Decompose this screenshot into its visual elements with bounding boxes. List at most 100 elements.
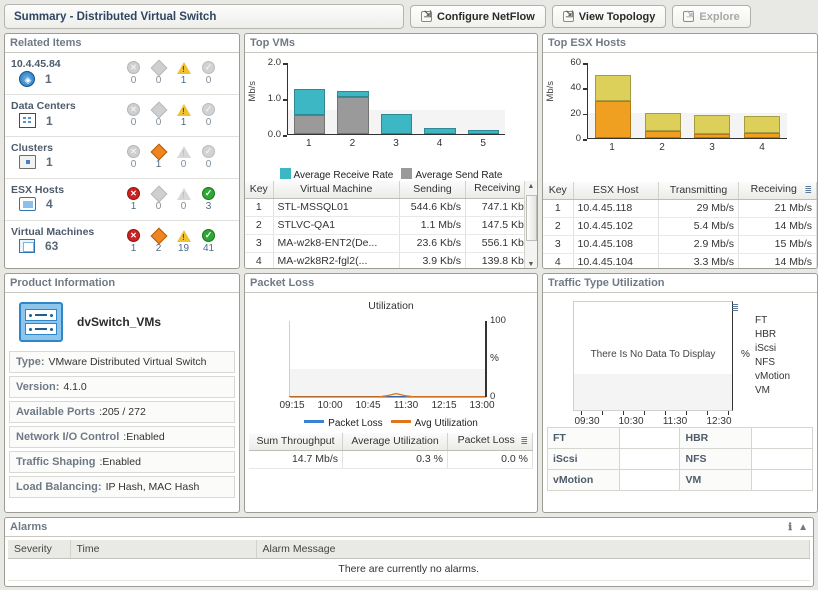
bar[interactable] (380, 113, 413, 134)
related-item-row[interactable]: 10.4.45.84 1 0 0 1 (5, 53, 239, 95)
status-badge-diamond[interactable]: 0 (146, 101, 171, 128)
bar-group[interactable] (418, 63, 461, 134)
table-row[interactable]: 3 MA-w2k8-ENT2(De... 23.6 Kb/s 556.1 Kb/s (245, 234, 537, 253)
bar-group[interactable] (737, 63, 787, 138)
bar-segment (467, 130, 499, 134)
view-topology-button[interactable]: View Topology (551, 5, 667, 28)
status-badge-warning[interactable]: 1 (171, 103, 196, 128)
bar-group[interactable] (688, 63, 738, 138)
legend-item: NFS (755, 357, 790, 368)
packet-loss-table[interactable]: Sum Throughput Average Utilization Packet … (249, 433, 534, 469)
status-badge-ok[interactable]: 3 (196, 187, 221, 212)
related-item-label: Data Centers (11, 100, 76, 112)
scroll-down-icon[interactable]: ▼ (527, 260, 535, 268)
explore-button[interactable]: Explore (672, 5, 751, 28)
bar-group[interactable] (288, 63, 331, 134)
traffic-type-value (618, 448, 681, 470)
chart-plot-area: There Is No Data To Display (573, 301, 733, 411)
table-row[interactable]: 2 STLVC-QA1 1.1 Mb/s 147.5 Kb/s (245, 216, 537, 235)
table-row[interactable]: 3 10.4.45.108 2.9 Mb/s 15 Mb/s (543, 235, 817, 254)
column-header[interactable]: Virtual Machine (273, 181, 400, 199)
column-header[interactable]: Key (543, 182, 574, 200)
column-header[interactable]: Sum Throughput (249, 433, 344, 451)
column-header[interactable]: Sending (399, 181, 466, 199)
status-badge-error[interactable]: 1 (121, 229, 146, 254)
status-badge-warning[interactable]: 0 (171, 145, 196, 170)
diamond-icon (150, 143, 167, 160)
bar[interactable] (644, 113, 681, 138)
column-header[interactable]: Key (245, 181, 274, 199)
status-badge-diamond[interactable]: 1 (146, 143, 171, 170)
product-field-row: Load Balancing: IP Hash, MAC Hash (9, 476, 235, 498)
bar[interactable] (424, 128, 456, 134)
table-row[interactable]: 1 STL-MSSQL01 544.6 Kb/s 747.1 Kb/s (245, 198, 537, 217)
bar[interactable] (594, 75, 631, 138)
product-field-key: Available Ports (16, 406, 96, 418)
status-badge-warning[interactable]: 1 (171, 61, 196, 86)
status-badge-warning[interactable]: 0 (171, 187, 196, 212)
sort-indicator-icon[interactable]: ≣ (804, 184, 812, 195)
status-badge-ok[interactable]: 0 (196, 61, 221, 86)
sort-indicator-icon[interactable]: ≣ (731, 303, 739, 313)
chevron-up-icon[interactable]: ▲ (798, 521, 808, 533)
bar-group[interactable] (331, 63, 374, 134)
status-badge-ok[interactable]: 0 (196, 145, 221, 170)
scrollbar-thumb[interactable] (526, 195, 537, 241)
related-item-row[interactable]: Data Centers 1 0 0 1 (5, 95, 239, 137)
column-header[interactable]: Time (70, 540, 257, 559)
status-badge-error[interactable]: 0 (121, 103, 146, 128)
status-badge-diamond[interactable]: 0 (146, 185, 171, 212)
ok-icon (202, 187, 215, 200)
related-item-row[interactable]: Clusters 1 0 1 0 (5, 137, 239, 179)
product-field-key: Type: (16, 356, 45, 368)
dvswitch-port-row (25, 309, 57, 321)
status-badge-error[interactable]: 0 (121, 145, 146, 170)
status-badge-diamond[interactable]: 2 (146, 227, 171, 254)
bar[interactable] (467, 130, 499, 134)
x-tick: 09:30 (574, 416, 600, 427)
status-badge-diamond[interactable]: 0 (146, 59, 171, 86)
legend-item: iScsi (755, 343, 790, 354)
related-item-row[interactable]: ESX Hosts 4 1 0 0 (5, 179, 239, 221)
status-badge-warning[interactable]: 19 (171, 229, 196, 254)
status-badge-ok[interactable]: 0 (196, 103, 221, 128)
configure-netflow-button[interactable]: Configure NetFlow (410, 5, 546, 28)
table-row[interactable]: 1 10.4.45.118 29 Mb/s 21 Mb/s (543, 199, 817, 218)
diamond-icon (150, 185, 167, 202)
column-header[interactable]: Alarm Message (256, 540, 810, 559)
table-row[interactable]: 2 10.4.45.102 5.4 Mb/s 14 Mb/s (543, 217, 817, 236)
bar[interactable] (744, 116, 781, 138)
status-badge-ok[interactable]: 41 (196, 229, 221, 254)
info-icon[interactable]: ℹ (788, 521, 793, 533)
bar[interactable] (294, 88, 326, 134)
column-header[interactable]: Average Utilization (342, 433, 448, 451)
sort-indicator-icon[interactable]: ≣ (520, 435, 528, 446)
column-header[interactable]: Severity (8, 540, 71, 559)
table-row[interactable]: 4 MA-w2k8R2-fgl2(... 3.9 Kb/s 139.8 Kb/s (245, 252, 537, 268)
bar[interactable] (694, 115, 731, 138)
bar[interactable] (337, 90, 369, 134)
table-row[interactable]: 14.7 Mb/s 0.3 % 0.0 % (249, 450, 534, 469)
scroll-up-icon[interactable]: ▲ (527, 183, 535, 190)
bar-group[interactable] (375, 63, 418, 134)
bar-group[interactable] (638, 63, 688, 138)
column-header[interactable]: Receiving≣ (738, 182, 817, 200)
status-badge-error[interactable]: 0 (121, 61, 146, 86)
legend-swatch (279, 168, 291, 179)
bar-group[interactable] (462, 63, 505, 134)
related-item-row[interactable]: Virtual Machines 63 1 2 19 (5, 221, 239, 263)
bar-group[interactable] (588, 63, 638, 138)
top-esx-hosts-table[interactable]: Key ESX Host Transmitting Receiving ≣ 1 10.4.4… (543, 182, 817, 268)
launch-icon (683, 9, 695, 22)
top-vms-scrollbar[interactable]: ▲ ▼ (524, 181, 537, 268)
table-row[interactable]: 4 10.4.45.104 3.3 Mb/s 14 Mb/s (543, 253, 817, 268)
table-cell: 29 Mb/s (658, 199, 739, 218)
column-header[interactable]: Transmitting (658, 182, 739, 200)
column-header[interactable]: ESX Host (573, 182, 659, 200)
table-cell: 10.4.45.118 (573, 199, 659, 218)
status-badge-error[interactable]: 1 (121, 187, 146, 212)
column-header[interactable]: Packet Loss ≣ (447, 433, 534, 451)
x-tick: 11:30 (393, 400, 419, 411)
x-axis-ticks: 1 2 3 4 5 (287, 138, 505, 149)
